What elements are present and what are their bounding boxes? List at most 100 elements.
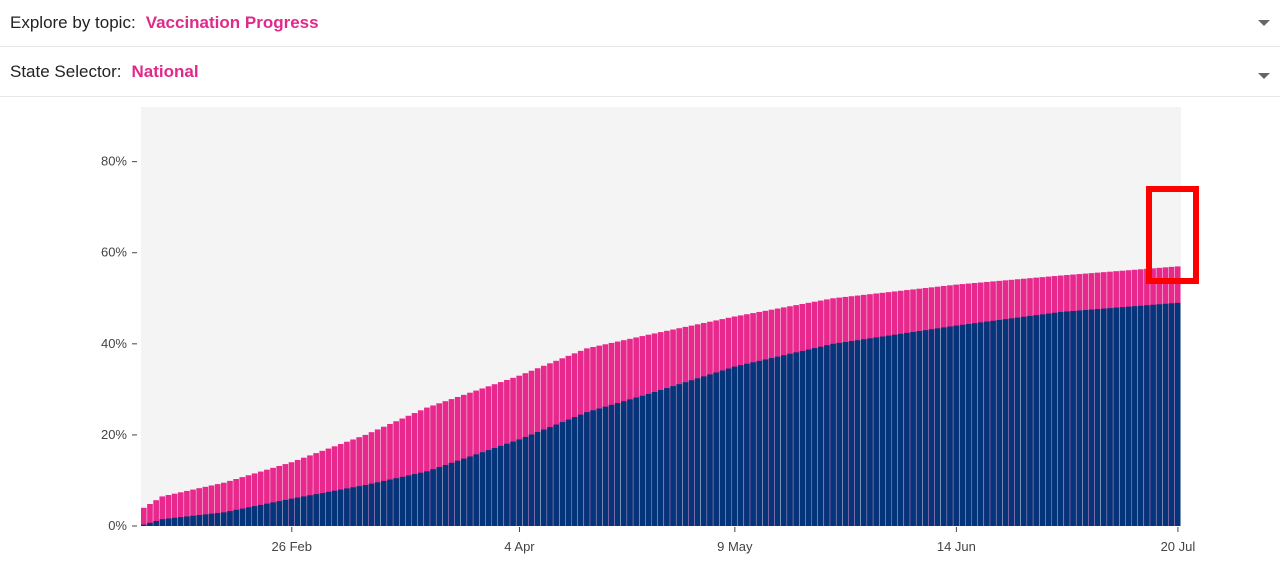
bar [657, 390, 664, 526]
state-selector[interactable]: State Selector: National [0, 47, 1280, 97]
bar [184, 516, 190, 526]
bar [1168, 303, 1175, 526]
bar [276, 465, 283, 526]
bar [565, 419, 572, 526]
bar [307, 495, 313, 526]
bar [590, 410, 596, 526]
bar [461, 458, 467, 526]
bar [368, 432, 375, 526]
bar [325, 448, 332, 526]
bar [670, 386, 676, 526]
bar [251, 506, 258, 526]
bar [153, 500, 159, 526]
bar [1014, 317, 1021, 526]
bar [257, 471, 264, 526]
state-selector-value[interactable]: National [131, 61, 199, 81]
bar [584, 412, 590, 526]
topic-selector[interactable]: Explore by topic: Vaccination Progress [0, 0, 1280, 47]
bar [387, 423, 393, 526]
chevron-down-icon[interactable] [1258, 73, 1270, 79]
bar [707, 374, 713, 526]
bar [571, 417, 578, 526]
bar [553, 424, 559, 526]
bar [873, 337, 879, 526]
bar [307, 455, 313, 526]
x-axis: 26 Feb 4 Apr 9 May 14 Jun 20 Jul [272, 527, 1196, 554]
state-selector-label: State Selector: [10, 61, 122, 81]
bar [171, 517, 178, 526]
bar [713, 372, 719, 526]
bar [645, 393, 652, 526]
bar [165, 495, 172, 526]
bar [362, 434, 369, 526]
bar [651, 391, 658, 526]
bar [251, 473, 258, 526]
bar [436, 467, 443, 526]
bar [196, 515, 203, 526]
bar [313, 494, 319, 526]
bar [522, 436, 529, 526]
bar [264, 503, 270, 526]
bar [331, 490, 338, 526]
bar [1076, 310, 1083, 526]
bar [528, 434, 535, 526]
bar [1088, 309, 1095, 526]
bar [756, 360, 763, 526]
bar [424, 471, 430, 526]
topic-selector-value[interactable]: Vaccination Progress [145, 13, 319, 32]
bar [817, 346, 824, 526]
bar [811, 348, 818, 526]
bar [325, 491, 332, 526]
bar [768, 358, 775, 526]
bar [454, 460, 461, 526]
bar [910, 331, 916, 526]
bar [1125, 306, 1132, 526]
chevron-down-icon[interactable] [1258, 20, 1270, 26]
bar [934, 328, 941, 526]
bar [867, 338, 873, 526]
bar [301, 496, 307, 526]
bar [356, 486, 363, 526]
bar [688, 380, 695, 526]
bar [448, 399, 455, 526]
y-axis: 0% 20% 40% 60% 80% [101, 154, 137, 533]
bar [393, 421, 399, 526]
x-tick-label: 20 Jul [1161, 539, 1196, 554]
bar [245, 507, 252, 526]
bar [424, 407, 430, 526]
y-tick-label: 40% [101, 336, 127, 351]
bar [602, 406, 609, 526]
bar [947, 326, 953, 526]
bar [627, 399, 633, 526]
bar [221, 512, 227, 526]
bar [177, 492, 184, 526]
bar [411, 413, 418, 526]
bar [1174, 302, 1181, 526]
bar [621, 401, 627, 526]
bar [288, 498, 295, 526]
bar [682, 382, 689, 526]
bar [1150, 304, 1156, 526]
bar [854, 340, 861, 526]
bar [1033, 315, 1039, 526]
bar [479, 452, 486, 526]
bar [331, 446, 338, 526]
bar [356, 437, 363, 526]
bar [608, 404, 615, 526]
x-tick-label: 26 Feb [272, 539, 312, 554]
bar [294, 497, 301, 526]
bar [1156, 304, 1163, 526]
bar [165, 518, 172, 526]
bar [694, 378, 701, 526]
bar [159, 496, 166, 526]
x-tick-label: 14 Jun [937, 539, 976, 554]
bar [774, 356, 781, 526]
topic-selector-label: Explore by topic: [10, 13, 136, 32]
bar [1057, 311, 1064, 526]
bar [227, 480, 233, 526]
bar [350, 439, 356, 526]
bar [701, 376, 707, 526]
bar [497, 445, 504, 526]
bar [399, 476, 406, 526]
bar [264, 469, 270, 526]
